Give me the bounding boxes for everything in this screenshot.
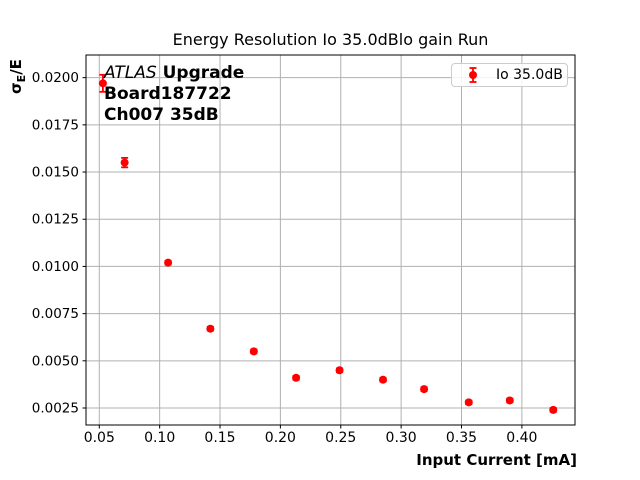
x-tick-label: 0.20 [265,430,296,446]
y-tick-label: 0.0200 [32,70,79,86]
y-tick-label: 0.0150 [32,165,79,181]
y-tick-label: 0.0125 [32,212,79,228]
x-tick-label: 0.30 [386,430,417,446]
errorbar-marker-icon [469,67,477,83]
x-axis-label: Input Current [mA] [416,451,577,469]
x-tick-label: 0.10 [144,430,175,446]
data-point [292,373,301,382]
data-point [98,79,107,88]
x-tick-label: 0.05 [84,430,115,446]
data-point [464,398,473,407]
y-tick-label: 0.0175 [32,117,79,133]
data-point [420,385,429,394]
annotation-line-3: Ch007 35dB [104,105,219,125]
data-point [549,405,558,414]
data-point [505,396,514,405]
data-point [379,375,388,384]
data-point [120,158,129,167]
annotation-line-1: ATLAS Upgrade [104,63,244,84]
data-point [164,258,173,267]
x-tick-label: 0.35 [446,430,477,446]
x-tick-label: 0.25 [325,430,356,446]
axes-frame [85,54,576,426]
x-tick-label: 0.40 [506,430,537,446]
annotation-line-2: Board187722 [104,84,232,104]
atlas-label: ATLAS [104,63,157,83]
annotation-block: ATLAS Upgrade Board187722 Ch007 35dB [104,63,244,126]
y-tick-label: 0.0025 [32,401,79,417]
y-tick-label: 0.0075 [32,306,79,322]
data-point [249,347,258,356]
x-tick-label: 0.15 [204,430,235,446]
legend: Io 35.0dB [451,63,568,87]
y-tick-label: 0.0100 [32,259,79,275]
data-point [335,366,344,375]
legend-label: Io 35.0dB [496,67,563,83]
data-point [206,324,215,333]
upgrade-label-text: Upgrade [162,63,245,83]
y-tick-label: 0.0050 [32,353,79,369]
chart-title: Energy Resolution Io 35.0dBlo gain Run [172,30,489,49]
